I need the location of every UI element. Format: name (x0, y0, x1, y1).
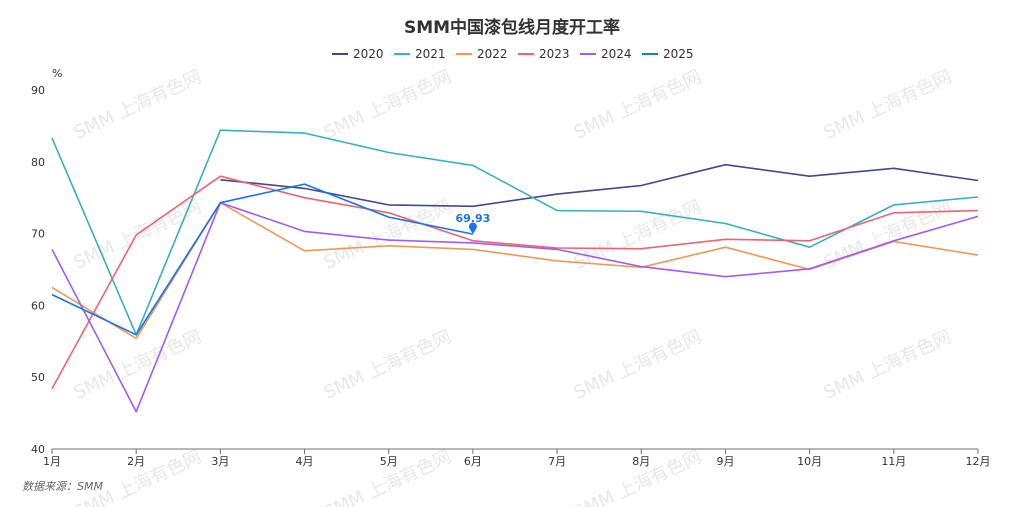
y-axis: 40 50 60 70 80 90 (31, 84, 45, 456)
watermark-text: SMM 上海有色网 (71, 326, 205, 403)
y-tick-label: 50 (31, 371, 45, 384)
data-label: 69.93 (456, 212, 491, 225)
legend-label: 2024 (601, 47, 632, 61)
series-line-2020 (220, 163, 979, 208)
y-tick-label: 80 (31, 156, 45, 169)
x-tick-label: 3月 (211, 455, 229, 468)
x-tick-label: 6月 (464, 455, 482, 468)
watermark-text: SMM 上海有色网 (71, 196, 205, 273)
data-point-marker (468, 222, 477, 235)
legend-item-2023[interactable]: 2023 (518, 47, 570, 61)
legend-label: 2020 (353, 47, 384, 61)
watermark-text: SMM 上海有色网 (571, 326, 705, 403)
watermark-text: SMM 上海有色网 (321, 66, 455, 143)
x-tick-label: 11月 (881, 455, 906, 468)
legend-item-2020[interactable]: 2020 (332, 47, 384, 61)
watermark-text: SMM 上海有色网 (71, 66, 205, 143)
legend-label: 2023 (539, 47, 570, 61)
y-tick-label: 60 (31, 299, 45, 312)
series-line-2024 (51, 201, 979, 413)
chart-title: SMM中国漆包线月度开工率 (404, 17, 620, 38)
y-axis-unit: % (52, 67, 62, 80)
x-tick-label: 8月 (632, 455, 650, 468)
legend-item-2022[interactable]: 2022 (456, 47, 508, 61)
legend-label: 2025 (663, 47, 694, 61)
x-tick-label: 12月 (966, 455, 991, 468)
legend-label: 2021 (415, 47, 446, 61)
watermark-text: SMM 上海有色网 (821, 326, 955, 403)
watermark-text: SMM 上海有色网 (571, 66, 705, 143)
watermark-layer: SMM 上海有色网 SMM 上海有色网 SMM 上海有色网 SMM 上海有色网 SMM … (71, 66, 955, 507)
y-tick-label: 70 (31, 228, 45, 241)
x-axis: 1月 2月 3月 4月 5月 6月 7月 8月 9月 10月 11月 12月 (43, 448, 991, 468)
series-line-2022 (51, 201, 979, 340)
y-tick-label: 90 (31, 84, 45, 97)
watermark-text: SMM 上海有色网 (321, 326, 455, 403)
x-tick-label: 1月 (43, 455, 61, 468)
legend-item-2021[interactable]: 2021 (394, 47, 446, 61)
x-tick-label: 7月 (548, 455, 566, 468)
annotation-layer: 69.93 (456, 212, 491, 235)
watermark-text: SMM 上海有色网 (821, 66, 955, 143)
x-tick-label: 10月 (797, 455, 822, 468)
legend[interactable]: 2020 2021 2022 2023 2024 2025 (332, 47, 694, 61)
x-tick-label: 2月 (127, 455, 145, 468)
y-tick-label: 40 (31, 443, 45, 456)
legend-item-2025[interactable]: 2025 (642, 47, 694, 61)
watermark-text: SMM 上海有色网 (571, 196, 705, 273)
series-layer (51, 129, 979, 413)
x-tick-label: 5月 (380, 455, 398, 468)
x-tick-label: 4月 (296, 455, 314, 468)
source-note: 数据来源：SMM (22, 480, 103, 493)
legend-label: 2022 (477, 47, 508, 61)
legend-item-2024[interactable]: 2024 (580, 47, 632, 61)
x-tick-label: 9月 (716, 455, 734, 468)
series-line-2021 (51, 129, 979, 336)
series-line-2025 (51, 183, 474, 336)
series-line-2023 (51, 175, 979, 390)
